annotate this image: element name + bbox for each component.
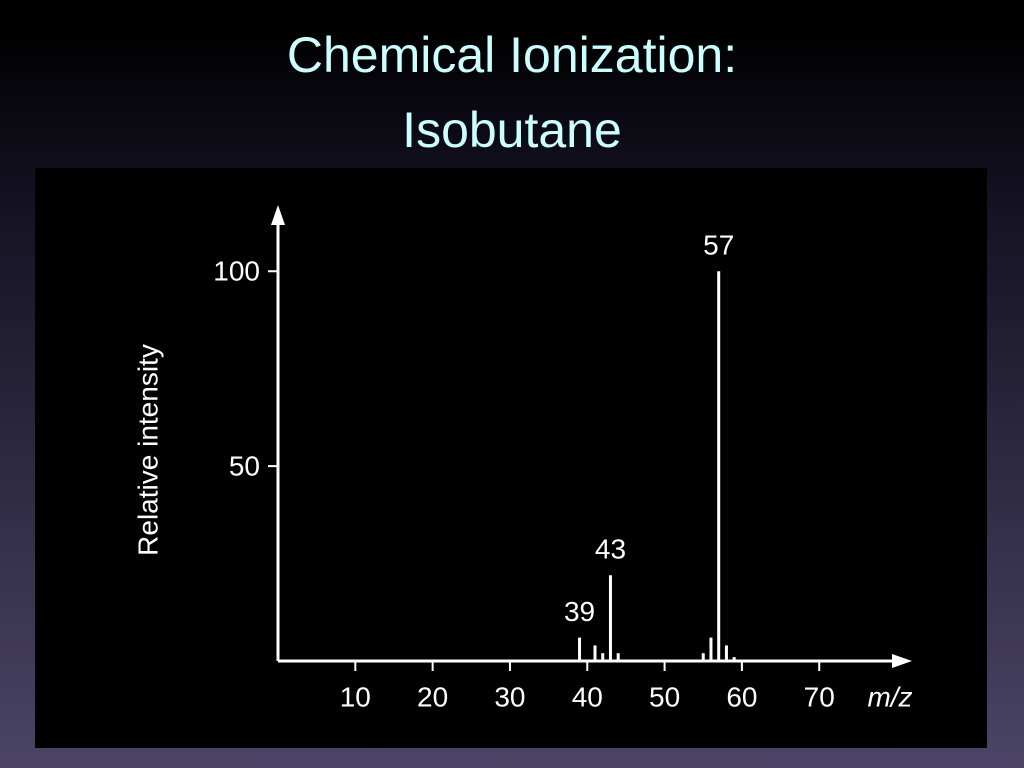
slide-title-line: Chemical Ionization: [286,27,738,83]
y-axis-arrow [271,205,285,225]
x-tick-label: 60 [726,681,757,712]
x-axis-label: m/z [867,681,912,712]
x-tick-label: 70 [804,681,835,712]
x-tick-label: 50 [649,681,680,712]
x-axis-arrow [892,654,912,668]
y-tick-label: 100 [213,256,260,287]
y-tick-label: 50 [229,451,260,482]
x-tick-label: 20 [417,681,448,712]
x-tick-label: 10 [340,681,371,712]
slide-title-line: Isobutane [402,102,622,158]
peak-label: 43 [595,534,626,565]
peak-label: 39 [564,596,595,627]
x-tick-label: 40 [572,681,603,712]
chart-background [35,168,987,748]
y-axis-label: Relative intensity [132,344,163,556]
x-tick-label: 30 [494,681,525,712]
chart: Relative intensity m/z 50 100 10 20 30 40 50 60… [35,168,987,748]
peak-label: 57 [703,230,734,261]
